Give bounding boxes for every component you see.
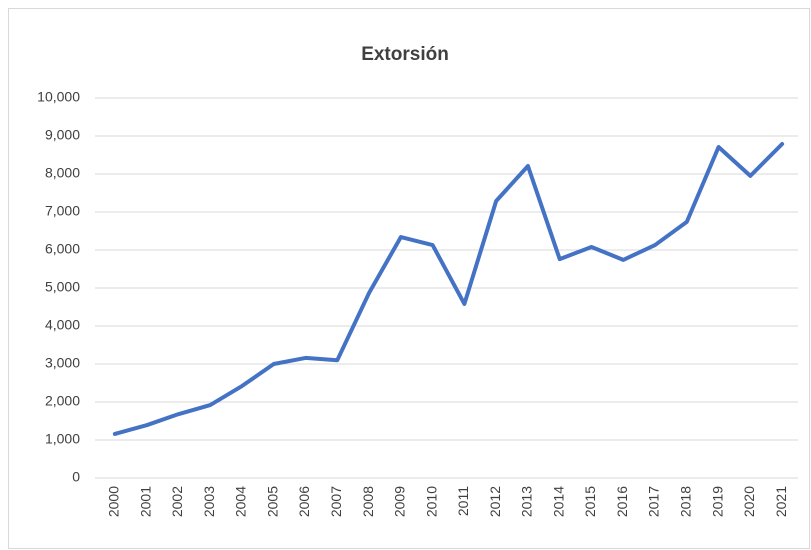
x-tick-label: 2009 xyxy=(392,486,408,517)
x-tick-label: 2008 xyxy=(360,486,376,517)
y-tick-label: 8,000 xyxy=(45,165,80,181)
x-tick-label: 2015 xyxy=(582,486,598,517)
y-tick-label: 5,000 xyxy=(45,279,80,295)
y-tick-label: 6,000 xyxy=(45,241,80,257)
y-tick-label: 0 xyxy=(72,469,80,485)
x-tick-label: 2017 xyxy=(646,486,662,517)
y-tick-label: 7,000 xyxy=(45,203,80,219)
x-tick-label: 2002 xyxy=(169,486,185,517)
x-tick-label: 2014 xyxy=(550,486,566,517)
y-tick-label: 9,000 xyxy=(45,127,80,143)
x-tick-label: 2006 xyxy=(296,486,312,517)
x-tick-label: 2007 xyxy=(328,486,344,517)
x-tick-label: 2018 xyxy=(677,486,693,517)
x-tick-label: 2005 xyxy=(264,486,280,517)
y-tick-label: 10,000 xyxy=(37,89,80,105)
x-tick-label: 2021 xyxy=(773,486,789,517)
x-tick-label: 2016 xyxy=(614,486,630,517)
y-tick-label: 2,000 xyxy=(45,393,80,409)
x-tick-label: 2001 xyxy=(137,486,153,517)
y-tick-label: 1,000 xyxy=(45,431,80,447)
x-tick-label: 2004 xyxy=(233,486,249,517)
x-tick-label: 2000 xyxy=(106,486,122,517)
chart-border xyxy=(8,8,810,549)
chart-title: Extorsión xyxy=(361,44,449,65)
line-series xyxy=(112,141,785,436)
x-tick-label: 2013 xyxy=(519,486,535,517)
x-tick-label: 2012 xyxy=(487,486,503,517)
x-tick-label: 2019 xyxy=(709,486,725,517)
x-tick-label: 2010 xyxy=(423,486,439,517)
y-tick-label: 4,000 xyxy=(45,317,80,333)
x-tick-label: 2003 xyxy=(201,486,217,517)
y-tick-label: 3,000 xyxy=(45,355,80,371)
x-tick-label: 2011 xyxy=(455,486,471,516)
x-tick-label: 2020 xyxy=(741,486,757,517)
